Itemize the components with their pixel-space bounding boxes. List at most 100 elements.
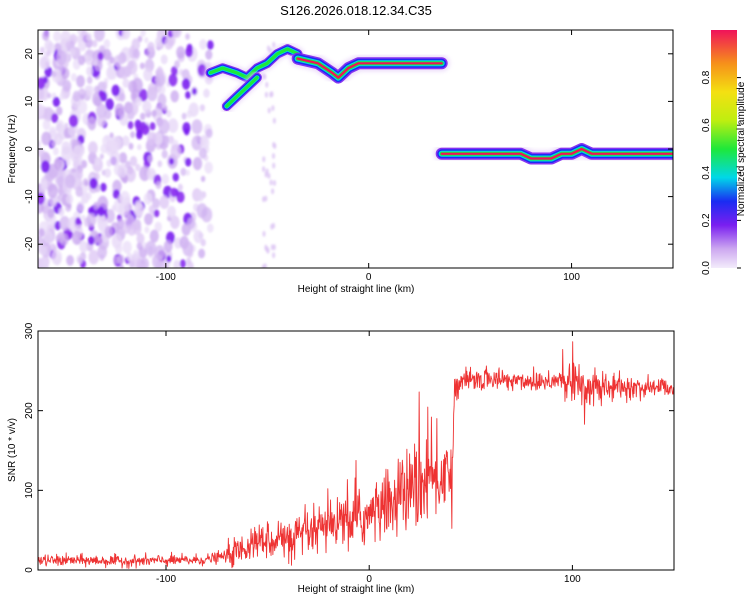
spectral-feature-lower-band (433, 141, 673, 167)
noise-speck (119, 113, 129, 126)
noise-speck (169, 158, 174, 165)
spectral-feature-lower-tail (220, 71, 264, 113)
noise-speck (76, 35, 81, 43)
noise-speck (77, 39, 87, 52)
colorbar-tick-label: 0.6 (701, 118, 712, 132)
noise-speck (88, 141, 98, 155)
noise-speck (170, 90, 179, 103)
spectrogram-x-ticks: -100 0 100 (156, 30, 580, 283)
noise-speck (200, 238, 206, 247)
colorbar-tick-label: 0.8 (701, 70, 712, 84)
noise-speck (46, 50, 51, 57)
noise-speck (155, 36, 163, 48)
noise-speck (42, 119, 51, 131)
noise-speck (158, 119, 170, 135)
noise-speck (96, 103, 107, 119)
noise-speck (200, 175, 206, 182)
noise-speck (139, 62, 145, 70)
noise-speck (38, 103, 45, 118)
noise-speck (160, 54, 168, 65)
noise-speck (76, 75, 85, 88)
noise-speck (38, 140, 41, 148)
noise-speck (272, 117, 276, 124)
noise-speck (147, 82, 157, 95)
noise-speck (77, 170, 83, 179)
noise-speck (162, 104, 168, 112)
noise-speck (38, 192, 45, 205)
noise-speck (51, 249, 63, 265)
noise-speck (127, 121, 134, 130)
noise-speck (149, 229, 159, 243)
spectral-feature-upper-band (289, 50, 450, 86)
noise-speck (157, 83, 166, 96)
noise-speck (191, 135, 203, 151)
snr-x-axis-label: Height of straight line (km) (298, 584, 415, 595)
noise-speck (185, 91, 191, 99)
noise-speck (114, 103, 125, 117)
noise-speck (186, 110, 193, 118)
noise-speck (151, 109, 157, 117)
noise-speck (185, 33, 190, 40)
snr-frame (37, 330, 675, 571)
noise-speck (93, 59, 98, 67)
noise-speck (98, 90, 104, 98)
y-tick-label: 0 (24, 567, 35, 573)
noise-speck (155, 181, 162, 190)
noise-speck (196, 190, 205, 202)
noise-speck (192, 157, 203, 171)
noise-speck (47, 208, 55, 219)
noise-speck (104, 225, 114, 238)
noise-speck (176, 46, 186, 59)
noise-speck (264, 195, 268, 202)
noise-speck (170, 187, 177, 198)
noise-speck (113, 55, 123, 67)
noise-speck (51, 140, 56, 148)
noise-speck (124, 214, 136, 230)
noise-speck (86, 76, 93, 85)
noise-speck (109, 56, 115, 64)
noise-speck (54, 133, 63, 146)
noise-speck (168, 73, 178, 87)
noise-speck (264, 171, 268, 178)
noise-speck (136, 233, 145, 245)
colorbar-tick-label: 0.4 (701, 165, 712, 179)
noise-speck (47, 183, 58, 199)
noise-speck (133, 249, 140, 259)
noise-speck (173, 260, 181, 268)
noise-speck (132, 222, 142, 235)
noise-speck (85, 85, 95, 97)
y-tick-label: 300 (24, 322, 35, 339)
noise-speck (69, 47, 76, 57)
noise-speck (119, 152, 128, 164)
noise-speck (41, 131, 52, 146)
noise-speck (140, 30, 146, 37)
noise-speck (157, 93, 167, 107)
noise-speck (131, 92, 137, 100)
noise-speck (191, 87, 197, 95)
noise-speck (101, 81, 108, 90)
noise-speck (38, 147, 45, 158)
noise-speck (185, 46, 193, 58)
noise-speck (187, 217, 196, 229)
noise-speck (64, 122, 69, 129)
noise-speck (264, 244, 268, 251)
x-tick-label: -100 (156, 272, 176, 283)
noise-speck (177, 183, 183, 191)
x-tick-label: 100 (564, 574, 581, 585)
noise-speck (40, 180, 48, 191)
noise-speck (262, 230, 266, 237)
noise-speck (115, 244, 123, 255)
spectral-feature-layer (225, 76, 259, 108)
snr-y-axis-label: SNR (10 * v/v) (7, 418, 18, 482)
spectral-feature-layer (296, 57, 443, 79)
y-tick-label: 200 (24, 402, 35, 419)
noise-speck (128, 142, 134, 150)
noise-speck (196, 203, 208, 219)
noise-speck (147, 131, 157, 146)
noise-speck (86, 66, 94, 76)
noise-speck (121, 30, 131, 40)
noise-speck (44, 230, 54, 244)
noise-speck (262, 156, 266, 163)
spectrogram-y-ticks: -20 -10 0 10 20 (24, 48, 673, 251)
